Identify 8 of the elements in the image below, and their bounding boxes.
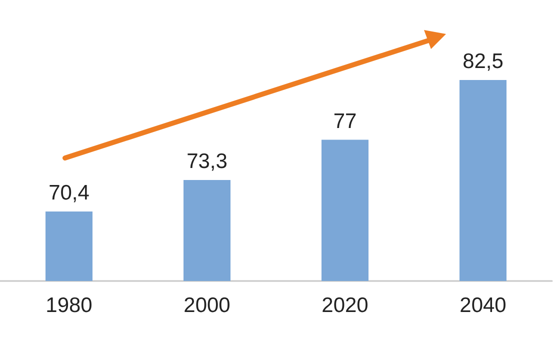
x-tick-label: 2000 [184, 294, 230, 317]
data-label: 82,5 [462, 50, 504, 73]
x-tick-label: 2020 [322, 294, 368, 317]
data-label: 77 [333, 110, 357, 133]
x-tick-label: 2040 [460, 294, 506, 317]
x-tick-label: 1980 [46, 294, 92, 317]
data-label: 70,4 [48, 181, 90, 204]
data-label: 73,3 [186, 150, 228, 173]
